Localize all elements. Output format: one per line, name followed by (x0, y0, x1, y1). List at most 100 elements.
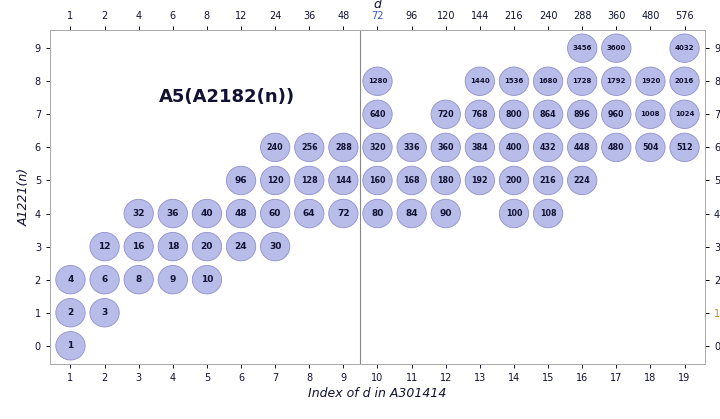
Circle shape (294, 166, 324, 195)
Circle shape (226, 233, 256, 261)
Circle shape (192, 199, 222, 228)
Text: 16: 16 (132, 242, 145, 251)
Text: 1024: 1024 (675, 111, 694, 117)
Circle shape (363, 67, 392, 96)
Circle shape (294, 133, 324, 162)
X-axis label: Index of d in A301414: Index of d in A301414 (308, 387, 446, 400)
Text: 192: 192 (472, 176, 488, 185)
Circle shape (534, 100, 563, 129)
Circle shape (534, 199, 563, 228)
Text: 4: 4 (67, 275, 73, 284)
Circle shape (670, 34, 699, 62)
Circle shape (397, 199, 426, 228)
Text: 1008: 1008 (641, 111, 660, 117)
Text: 896: 896 (574, 110, 590, 119)
Circle shape (124, 199, 153, 228)
Circle shape (55, 266, 85, 294)
Circle shape (226, 166, 256, 195)
Circle shape (55, 331, 85, 360)
Text: 384: 384 (472, 143, 488, 152)
Text: 1920: 1920 (641, 78, 660, 84)
Text: 320: 320 (369, 143, 386, 152)
Circle shape (499, 166, 528, 195)
Circle shape (294, 199, 324, 228)
Circle shape (465, 67, 495, 96)
Circle shape (397, 166, 426, 195)
Circle shape (567, 34, 597, 62)
Text: 216: 216 (540, 176, 557, 185)
Text: 32: 32 (132, 209, 145, 218)
X-axis label: d: d (374, 0, 382, 11)
Circle shape (431, 133, 460, 162)
Circle shape (431, 199, 460, 228)
Text: 800: 800 (505, 110, 522, 119)
Text: 20: 20 (201, 242, 213, 251)
Text: 36: 36 (166, 209, 179, 218)
Circle shape (567, 100, 597, 129)
Text: 448: 448 (574, 143, 590, 152)
Circle shape (124, 233, 153, 261)
Text: 2016: 2016 (675, 78, 694, 84)
Circle shape (329, 133, 358, 162)
Text: 9: 9 (170, 275, 176, 284)
Text: 1440: 1440 (470, 78, 490, 84)
Text: 256: 256 (301, 143, 318, 152)
Circle shape (534, 133, 563, 162)
Circle shape (192, 233, 222, 261)
Circle shape (670, 100, 699, 129)
Circle shape (465, 100, 495, 129)
Circle shape (465, 166, 495, 195)
Circle shape (363, 166, 392, 195)
Circle shape (567, 133, 597, 162)
Circle shape (670, 67, 699, 96)
Text: 96: 96 (235, 176, 248, 185)
Circle shape (499, 67, 528, 96)
Circle shape (329, 166, 358, 195)
Text: 2: 2 (68, 308, 73, 317)
Circle shape (90, 266, 120, 294)
Text: 180: 180 (438, 176, 454, 185)
Text: 960: 960 (608, 110, 624, 119)
Text: 168: 168 (403, 176, 420, 185)
Text: 100: 100 (505, 209, 522, 218)
Text: A5(A2182(n)): A5(A2182(n)) (159, 88, 295, 106)
Text: 432: 432 (540, 143, 557, 152)
Circle shape (226, 199, 256, 228)
Circle shape (602, 133, 631, 162)
Circle shape (261, 233, 290, 261)
Circle shape (192, 266, 222, 294)
Text: 144: 144 (335, 176, 351, 185)
Text: 1280: 1280 (368, 78, 387, 84)
Text: 72: 72 (337, 209, 350, 218)
Circle shape (567, 67, 597, 96)
Text: 1536: 1536 (504, 78, 523, 84)
Text: 240: 240 (267, 143, 284, 152)
Circle shape (397, 133, 426, 162)
Text: 1728: 1728 (572, 78, 592, 84)
Circle shape (636, 133, 665, 162)
Circle shape (261, 199, 290, 228)
Text: 10: 10 (201, 275, 213, 284)
Text: 640: 640 (369, 110, 386, 119)
Text: 3: 3 (102, 308, 108, 317)
Text: 1792: 1792 (607, 78, 626, 84)
Text: 8: 8 (135, 275, 142, 284)
Circle shape (158, 266, 187, 294)
Text: 30: 30 (269, 242, 282, 251)
Circle shape (602, 100, 631, 129)
Circle shape (158, 199, 187, 228)
Circle shape (534, 67, 563, 96)
Text: 224: 224 (574, 176, 590, 185)
Text: 6: 6 (102, 275, 108, 284)
Text: 64: 64 (303, 209, 315, 218)
Text: 120: 120 (267, 176, 284, 185)
Text: 3456: 3456 (572, 45, 592, 51)
Text: 480: 480 (608, 143, 625, 152)
Text: 288: 288 (335, 143, 352, 152)
Y-axis label: A1221(n): A1221(n) (17, 168, 30, 226)
Text: 864: 864 (540, 110, 557, 119)
Circle shape (158, 233, 187, 261)
Text: 200: 200 (505, 176, 522, 185)
Circle shape (465, 133, 495, 162)
Text: 24: 24 (235, 242, 248, 251)
